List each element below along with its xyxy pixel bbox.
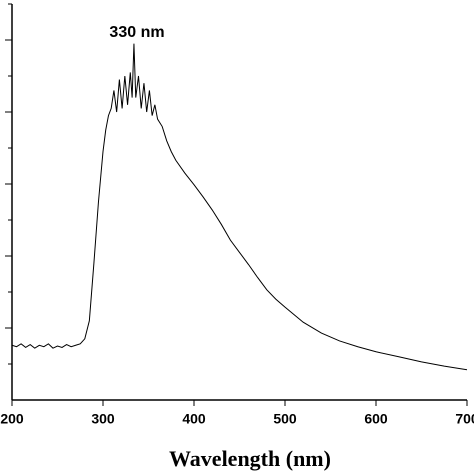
x-tick-label: 500 — [273, 411, 297, 427]
x-tick-label: 200 — [0, 411, 24, 427]
x-axis-label: Wavelength (nm) — [169, 446, 331, 471]
x-tick-label: 400 — [182, 411, 206, 427]
peak-annotation: 330 nm — [109, 24, 164, 41]
x-tick-label: 700 — [455, 411, 474, 427]
x-tick-label: 600 — [364, 411, 388, 427]
spectrum-line — [11, 43, 468, 371]
x-tick-label: 300 — [91, 411, 115, 427]
